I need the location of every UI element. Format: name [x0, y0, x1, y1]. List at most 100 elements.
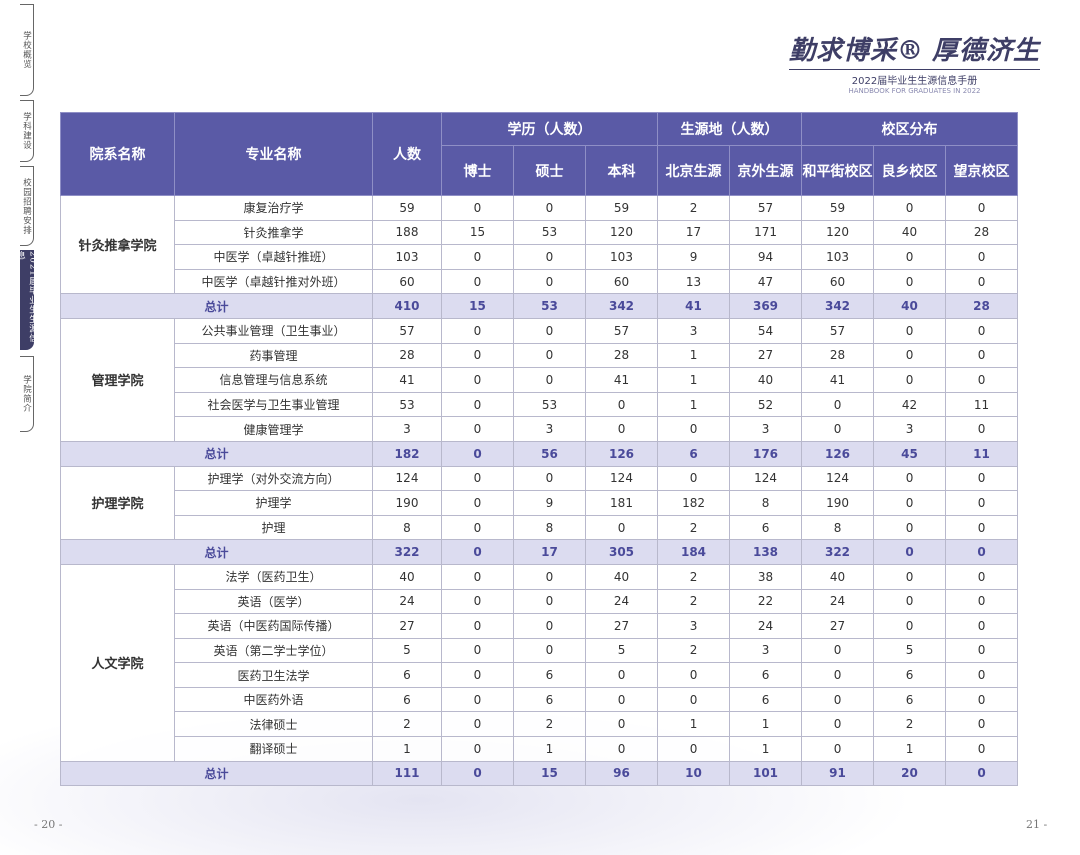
slogan-left: 勤求博采®	[788, 36, 924, 66]
cell-value: 0	[945, 416, 1019, 442]
cell-value: 11	[945, 391, 1019, 418]
column-header: 良乡校区	[873, 145, 947, 196]
total-value: 0	[441, 760, 514, 787]
college-name: 人文学院	[60, 563, 175, 762]
cell-value: 2	[873, 711, 947, 738]
total-value: 410	[372, 293, 442, 319]
data-row: 中医学（卓越针推对外班） 60 0 0 60 13 47 60 0 0	[61, 268, 1019, 295]
total-value: 28	[945, 293, 1019, 319]
total-value: 20	[873, 760, 947, 787]
cell-value: 103	[584, 244, 659, 270]
total-value: 138	[729, 539, 803, 565]
cell-value: 124	[372, 465, 442, 492]
college-name: 针灸推拿学院	[60, 194, 175, 295]
data-row: 英语（中医药国际传播） 27 0 0 27 3 24 27 0 0	[61, 613, 1019, 639]
cell-value: 0	[513, 367, 586, 393]
column-header: 硕士	[513, 145, 586, 196]
cell-value: 0	[441, 662, 514, 688]
cell-value: 3	[513, 416, 586, 442]
cell-value: 124	[729, 465, 803, 492]
cell-value: 8	[372, 514, 442, 541]
cell-value: 2	[657, 637, 731, 664]
data-row: 针灸推拿学 188 15 53 120 17 171 120 40 28	[61, 219, 1019, 246]
total-row: 总计 410 15 53 342 41 369 342 40 28	[60, 293, 1019, 319]
column-header: 望京校区	[945, 145, 1019, 196]
cell-value: 3	[873, 416, 947, 442]
cell-value: 0	[801, 686, 875, 713]
total-row: 总计 322 0 17 305 184 138 322 0 0	[60, 539, 1019, 565]
cell-value: 53	[513, 219, 586, 246]
cell-value: 0	[873, 465, 947, 492]
cell-value: 94	[729, 244, 803, 270]
cell-value: 0	[513, 244, 586, 270]
cell-value: 59	[372, 195, 442, 221]
cell-value: 0	[513, 342, 586, 369]
column-header: 北京生源	[657, 145, 731, 196]
cell-value: 0	[513, 613, 586, 639]
total-value: 0	[441, 539, 514, 565]
cell-value: 24	[372, 588, 442, 615]
subtitle-en: HANDBOOK FOR GRADUATES IN 2022	[848, 87, 981, 95]
cell-value: 3	[657, 613, 731, 639]
total-value: 17	[513, 539, 586, 565]
cell-value: 60	[584, 268, 659, 295]
cell-value: 24	[584, 588, 659, 615]
total-value: 53	[513, 293, 586, 319]
major-name: 英语（第二学士学位）	[174, 637, 373, 664]
major-name: 健康管理学	[174, 416, 373, 442]
total-value: 126	[584, 440, 659, 467]
cell-value: 6	[729, 686, 803, 713]
cell-value: 0	[657, 416, 731, 442]
total-value: 96	[584, 760, 659, 787]
cell-value: 38	[729, 563, 803, 590]
total-value: 111	[372, 760, 442, 787]
cell-value: 0	[873, 268, 947, 295]
total-value: 15	[513, 760, 586, 787]
total-value: 0	[873, 539, 947, 565]
total-value: 176	[729, 440, 803, 467]
total-value: 182	[372, 440, 442, 467]
column-header: 京外生源	[729, 145, 803, 196]
cell-value: 41	[372, 367, 442, 393]
cell-value: 181	[584, 490, 659, 516]
cell-value: 0	[441, 465, 514, 492]
cell-value: 27	[584, 613, 659, 639]
cell-value: 0	[945, 342, 1019, 369]
cell-value: 0	[801, 736, 875, 762]
cell-value: 2	[513, 711, 586, 738]
major-name: 护理学（对外交流方向）	[174, 465, 373, 492]
cell-value: 5	[873, 637, 947, 664]
cell-value: 1	[513, 736, 586, 762]
cell-value: 59	[801, 195, 875, 221]
cell-value: 0	[873, 244, 947, 270]
logo: 勤求博采® 厚德济生 2022届毕业生生源信息手册 HANDBOOK FOR GR…	[788, 30, 1040, 95]
cell-value: 3	[372, 416, 442, 442]
cell-value: 124	[801, 465, 875, 492]
major-name: 翻译硕士	[174, 736, 373, 762]
cell-value: 0	[873, 514, 947, 541]
total-value: 126	[801, 440, 875, 467]
cell-value: 0	[441, 514, 514, 541]
cell-value: 0	[441, 711, 514, 738]
cell-value: 59	[584, 195, 659, 221]
cell-value: 0	[945, 465, 1019, 492]
cell-value: 57	[584, 317, 659, 344]
cell-value: 8	[513, 514, 586, 541]
cell-value: 47	[729, 268, 803, 295]
data-row: 翻译硕士 1 0 1 0 0 1 0 1 0	[61, 736, 1019, 762]
major-name: 公共事业管理（卫生事业）	[174, 317, 373, 344]
cell-value: 0	[873, 563, 947, 590]
column-header: 专业名称	[174, 112, 373, 196]
total-value: 322	[372, 539, 442, 565]
total-value: 40	[873, 293, 947, 319]
cell-value: 1	[729, 736, 803, 762]
cell-value: 0	[657, 465, 731, 492]
total-value: 15	[441, 293, 514, 319]
total-value: 91	[801, 760, 875, 787]
major-name: 护理	[174, 514, 373, 541]
cell-value: 17	[657, 219, 731, 246]
cell-value: 15	[441, 219, 514, 246]
major-name: 法律硕士	[174, 711, 373, 738]
cell-value: 0	[513, 268, 586, 295]
